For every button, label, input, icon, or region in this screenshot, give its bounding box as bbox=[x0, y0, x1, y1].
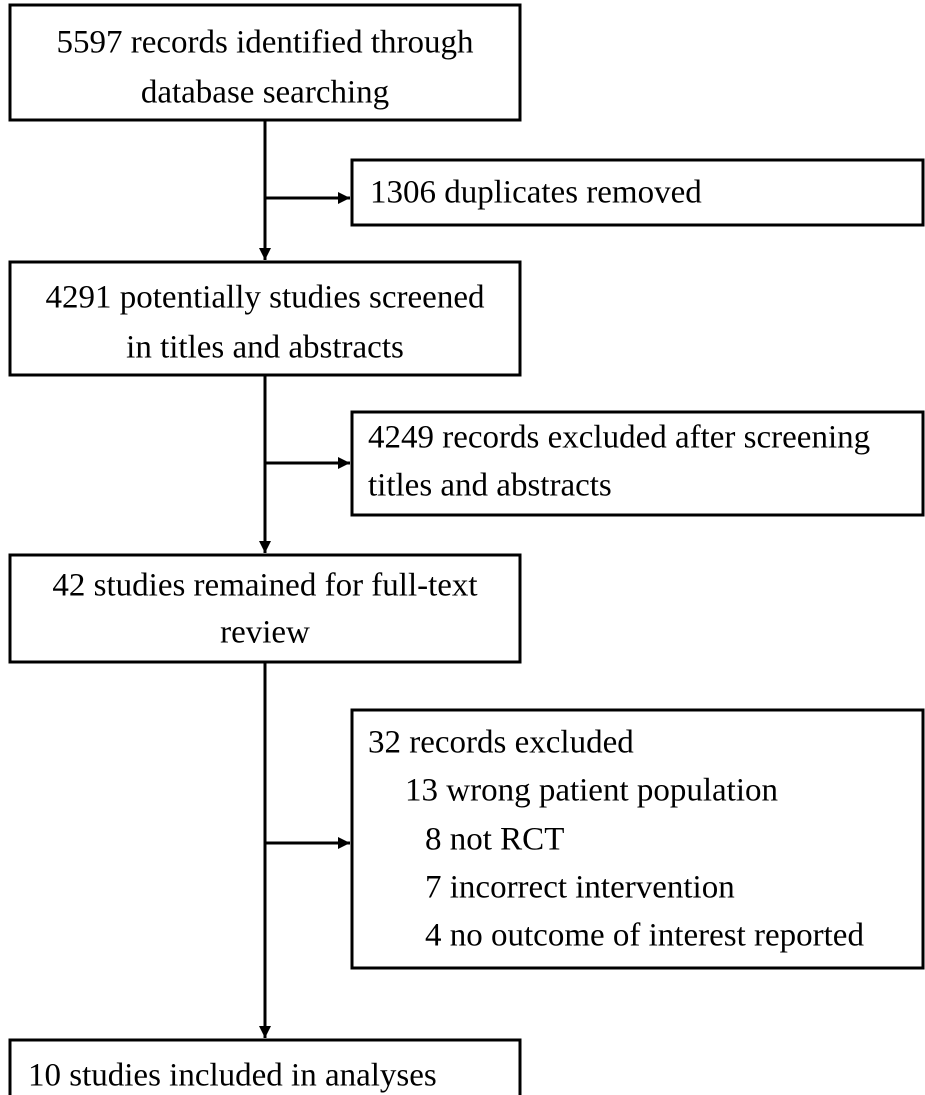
exclusion-box bbox=[350, 708, 925, 970]
box-text: 42 studies remained for full-text bbox=[52, 568, 477, 604]
box-text: 4249 records excluded after screening bbox=[368, 420, 870, 456]
box bbox=[8, 553, 522, 664]
box-text: 10 studies included in analyses bbox=[28, 1058, 437, 1094]
box-text: 4291 potentially studies screened bbox=[46, 280, 485, 316]
box-text: 5597 records identified through bbox=[57, 25, 474, 61]
box bbox=[8, 260, 522, 377]
box-text: database searching bbox=[141, 75, 389, 111]
box-text: review bbox=[220, 615, 310, 651]
box bbox=[8, 3, 522, 122]
box-text: 8 not RCT bbox=[425, 822, 564, 858]
exclusion-box bbox=[350, 410, 925, 517]
box-text: 4 no outcome of interest reported bbox=[425, 918, 864, 954]
exclusion-box bbox=[350, 158, 925, 227]
box-text: in titles and abstracts bbox=[126, 330, 404, 366]
box-text: 1306 duplicates removed bbox=[370, 175, 702, 211]
box bbox=[8, 1038, 522, 1095]
box-text: 13 wrong patient population bbox=[405, 773, 778, 809]
box-text: 7 incorrect intervention bbox=[425, 870, 735, 906]
box-text: 32 records excluded bbox=[368, 725, 634, 761]
box-text: titles and abstracts bbox=[368, 468, 612, 504]
